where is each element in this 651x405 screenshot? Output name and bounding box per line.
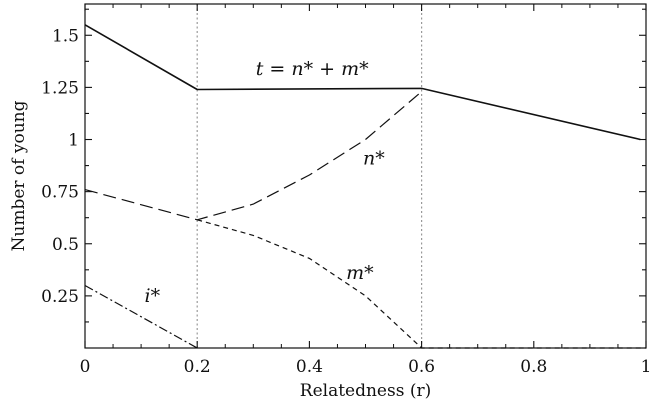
series-line-i — [84, 284, 198, 349]
y-tick-label: 1 — [68, 131, 79, 151]
y-tick-label: 0.75 — [41, 183, 79, 203]
ticks-layer: 0 0.2 0.4 0.6 0.8 1 0.25 0.5 0.75 1 1.25 1.5 — [41, 4, 651, 377]
annotation-label: i* — [145, 285, 161, 307]
x-axis-label: Relatedness (r) — [300, 381, 431, 401]
annotation-label: n* — [363, 148, 385, 170]
x-tick-label: 0 — [80, 357, 91, 377]
y-tick-label: 0.5 — [52, 235, 79, 255]
annotation-label: t = n* + m* — [256, 58, 369, 80]
reference-lines-layer — [196, 4, 423, 348]
plot-frame — [84, 3, 647, 349]
x-tick-label: 0.6 — [408, 357, 435, 377]
annotation-label: m* — [346, 262, 374, 284]
x-tick-label: 1 — [641, 357, 651, 377]
x-tick-label: 0.2 — [184, 357, 211, 377]
y-tick-label: 0.25 — [41, 287, 79, 307]
y-axis-label: Number of young — [9, 100, 29, 251]
x-tick-label: 0.4 — [296, 357, 323, 377]
annotations-layer: t = n* + m* n* m* i* — [145, 58, 386, 307]
y-tick-label: 1.5 — [52, 26, 79, 46]
series-line-n — [84, 91, 422, 221]
series-line-tnm — [84, 24, 641, 141]
x-tick-label: 0.8 — [520, 357, 547, 377]
y-tick-label: 1.25 — [41, 78, 79, 98]
